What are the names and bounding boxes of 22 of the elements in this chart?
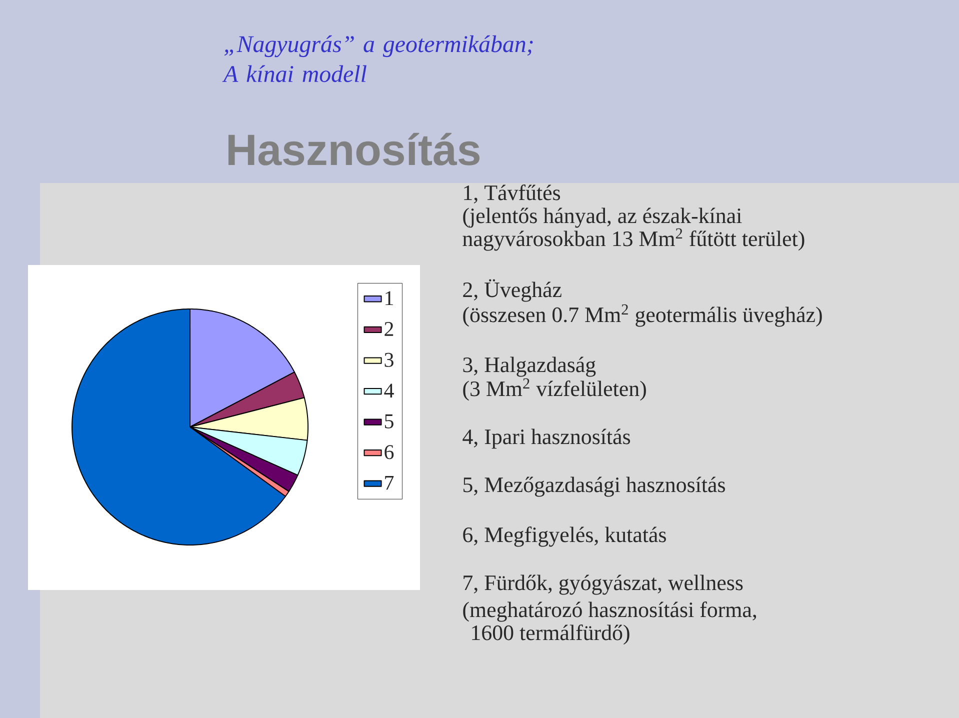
legend-label: 5 bbox=[384, 414, 394, 428]
legend-label: 2 bbox=[384, 322, 394, 336]
text: 7, Fürdők, gyógyászat, wellness bbox=[464, 574, 743, 595]
text: (3 Mm$^{2}$ vízfelületen) bbox=[463, 378, 646, 401]
text: 1, Távfűtés bbox=[464, 184, 560, 204]
text: 3, Halgazdaság bbox=[463, 356, 596, 377]
legend-label: 1 bbox=[386, 291, 393, 306]
text: 4, Ipari hasznosítás bbox=[462, 428, 630, 449]
legend-label: 3 bbox=[384, 352, 394, 367]
text: 6, Megfigyelés, kutatás bbox=[463, 526, 666, 547]
legend-label: 6 bbox=[384, 445, 394, 460]
chart-subtitle: „Nagyugrás” a geotermikában; A kínai modell bbox=[222, 35, 533, 82]
text: 2, Üvegház bbox=[463, 279, 562, 302]
legend-label: 7 bbox=[385, 476, 394, 490]
legend-label: 4 bbox=[384, 384, 394, 398]
text: 5, Mezőgazdasági hasznosítás bbox=[463, 476, 725, 497]
chart-title: Hasznosítás bbox=[228, 132, 480, 166]
text: 1600 termálfürdő) bbox=[472, 624, 630, 645]
text: (meghatározó hasznosítási forma, bbox=[463, 602, 756, 622]
text: (összesen 0.7 Mm$^{2}$ geotermális üvegház) bbox=[463, 304, 822, 327]
text: (jelentős hányad, az észak-kínai bbox=[463, 208, 742, 228]
text: nagyvárosokban 13 Mm$^{2}$ fűtött terület) bbox=[462, 228, 804, 251]
